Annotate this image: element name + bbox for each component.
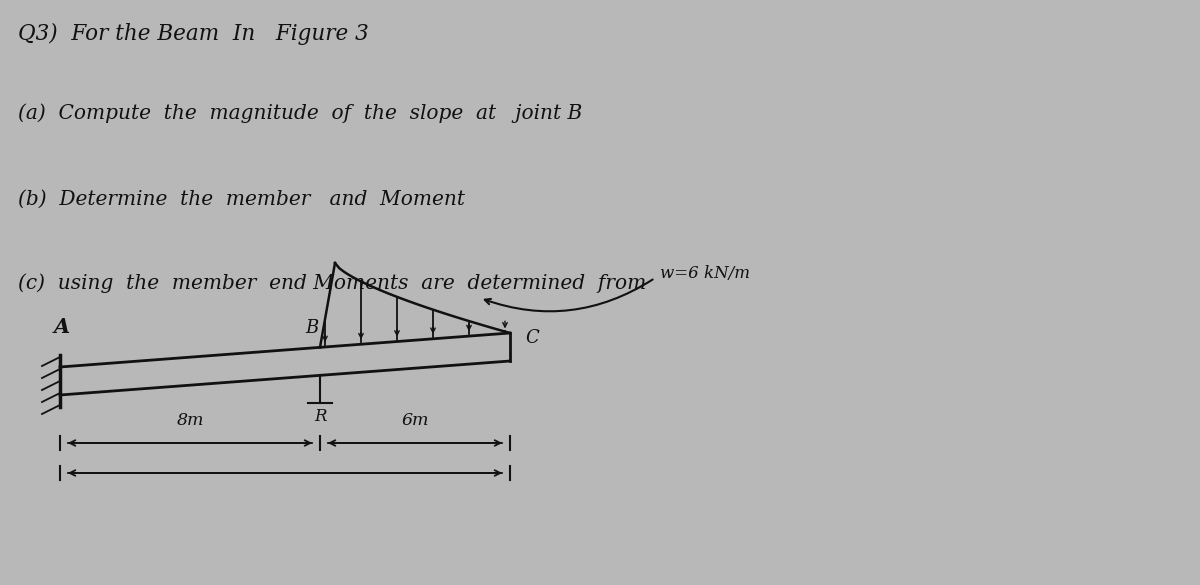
Text: B: B bbox=[305, 319, 319, 338]
Text: Q3)  For the Beam  In   Figure 3: Q3) For the Beam In Figure 3 bbox=[18, 23, 368, 45]
Text: (b)  Determine  the  member   and  Moment: (b) Determine the member and Moment bbox=[18, 190, 466, 209]
Text: (c)  using  the  member  end Moments  are  determined  from: (c) using the member end Moments are det… bbox=[18, 273, 647, 292]
Text: C: C bbox=[526, 329, 539, 347]
Text: (a)  Compute  the  magnitude  of  the  slope  at   joint B: (a) Compute the magnitude of the slope a… bbox=[18, 103, 582, 123]
Text: A: A bbox=[54, 317, 70, 337]
Text: 8m: 8m bbox=[176, 412, 204, 429]
Text: R: R bbox=[313, 408, 326, 425]
Text: w=6 kN/m: w=6 kN/m bbox=[660, 264, 750, 281]
Text: 6m: 6m bbox=[401, 412, 428, 429]
